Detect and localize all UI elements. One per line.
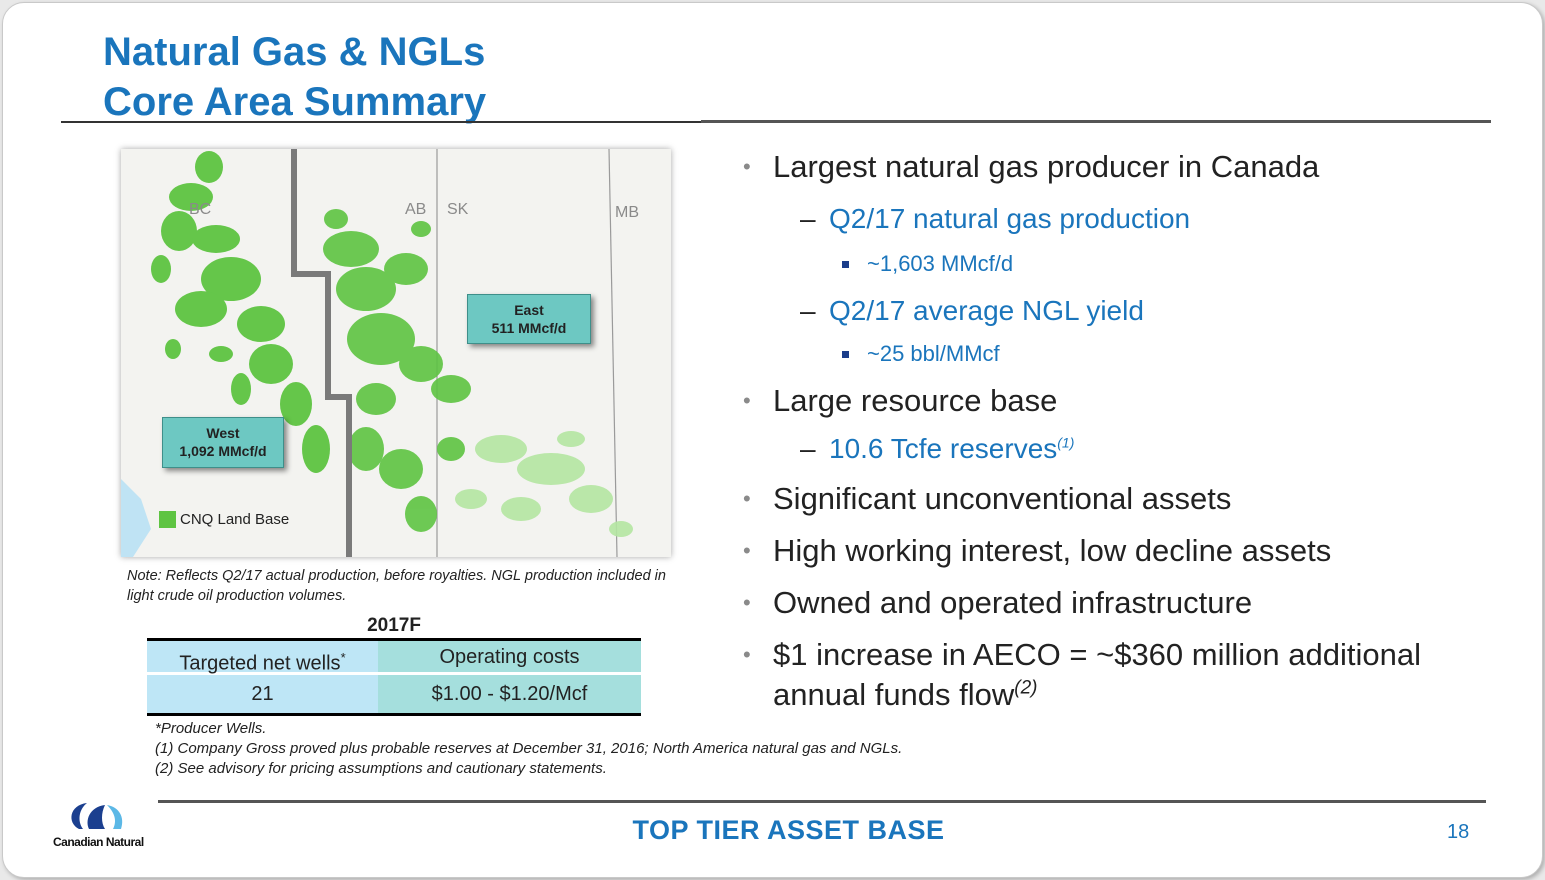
footnotes: *Producer Wells. (1) Company Gross prove… [155, 719, 902, 779]
bullet-item: • $1 increase in AECO = ~$360 million add… [743, 637, 1421, 712]
page-number: 18 [1447, 821, 1470, 843]
footnote: *Producer Wells. [155, 720, 267, 737]
header-rule [701, 120, 1491, 123]
table-divider [147, 672, 641, 675]
west-callout: West 1,092 MMcf/d [162, 417, 284, 468]
footer-rule [158, 800, 1486, 803]
forecast-table: Targeted net wells* Operating costs 21 $… [147, 638, 641, 716]
bullet-item: • Owned and operated infrastructure [743, 585, 1253, 620]
legend-label: CNQ Land Base [180, 511, 290, 528]
core-area-map: BC AB SK MB East 511 MMcf/d West 1,092 M… [121, 149, 671, 557]
sub-bullet-item: – Q2/17 natural gas production [800, 203, 1191, 234]
title-underline [61, 121, 701, 123]
bullet-item: • Large resource base [743, 383, 1058, 418]
sub-sub-bullet-item: ~25 bbl/MMcf [743, 339, 1503, 369]
bullet-item: • Significant unconventional assets [743, 481, 1232, 516]
map-graphic [121, 149, 633, 557]
province-label-mb: MB [615, 204, 639, 221]
table-row: 21 $1.00 - $1.20/Mcf [147, 675, 641, 713]
bullet-list: • Largest natural gas producer in Canada … [743, 143, 1503, 715]
reference-marker: (1) [1057, 434, 1075, 451]
sub-sub-bullet-item: ~1,603 MMcf/d [743, 249, 1503, 279]
footer-tagline: TOP TIER ASSET BASE [632, 815, 945, 845]
table-cell-costs: $1.00 - $1.20/Mcf [378, 675, 641, 713]
sub-bullet-item: –10.6 Tcfe reserves(1) [800, 433, 1075, 464]
west-callout-region: West [206, 425, 240, 441]
map-legend: CNQ Land Base [159, 511, 289, 528]
header-targeted-net-wells: Targeted net wells [179, 652, 341, 675]
reference-marker: (2) [1014, 677, 1038, 699]
bullet-text: Largest natural gas producer in Canada [773, 149, 1320, 184]
bullet-item: • Largest natural gas producer in Canada [743, 149, 1320, 184]
map-note: Note: Reflects Q2/17 actual production, … [127, 568, 666, 604]
logo-mark-icon [71, 803, 123, 829]
table-year: 2017F [367, 615, 421, 636]
province-label-bc: BC [189, 201, 212, 218]
table-header-row: Targeted net wells* Operating costs [147, 641, 641, 675]
west-callout-value: 1,092 MMcf/d [179, 443, 267, 459]
table-cell-wells: 21 [147, 675, 378, 713]
east-callout-region: East [514, 302, 544, 318]
sub-bullet-item: – Q2/17 average NGL yield [800, 295, 1144, 326]
province-label-sk: SK [447, 201, 469, 218]
bullet-text: Large resource base [773, 383, 1058, 418]
footnote: (1) Company Gross proved plus probable r… [155, 740, 903, 757]
east-callout-value: 511 MMcf/d [491, 320, 567, 336]
legend-swatch [159, 511, 176, 528]
logo-text: Canadian Natural [53, 835, 144, 849]
bullet-text: $1 increase in AECO = ~$360 million addi… [773, 637, 1421, 672]
bullet-text: Owned and operated infrastructure [773, 585, 1253, 620]
bullet-item: • High working interest, low decline asse… [743, 533, 1332, 568]
sub-bullet-text: Q2/17 natural gas production [829, 203, 1191, 234]
sub-bullet-text: Q2/17 average NGL yield [829, 295, 1144, 326]
sub-bullet-text: 10.6 Tcfe reserves [829, 433, 1058, 464]
company-logo: Canadian Natural [49, 799, 167, 853]
table-header-cell: Targeted net wells* [147, 641, 378, 675]
header-marker: * [340, 650, 346, 665]
east-callout: East 511 MMcf/d [467, 294, 591, 344]
province-label-ab: AB [405, 201, 427, 218]
title-line-2: Core Area Summary [103, 80, 487, 124]
bullet-text-continued: annual funds flow [773, 677, 1015, 712]
sub-sub-bullet-text: ~25 bbl/MMcf [867, 341, 1000, 366]
sub-sub-bullet-text: ~1,603 MMcf/d [867, 251, 1014, 276]
footnote: (2) See advisory for pricing assumptions… [155, 760, 607, 777]
bullet-text: Significant unconventional assets [773, 481, 1232, 516]
bullet-text: High working interest, low decline asset… [773, 533, 1332, 568]
title-line-1: Natural Gas & NGLs [103, 30, 486, 74]
page-title: Natural Gas & NGLs Core Area Summary [103, 27, 486, 127]
table-header-cell: Operating costs [378, 641, 641, 672]
